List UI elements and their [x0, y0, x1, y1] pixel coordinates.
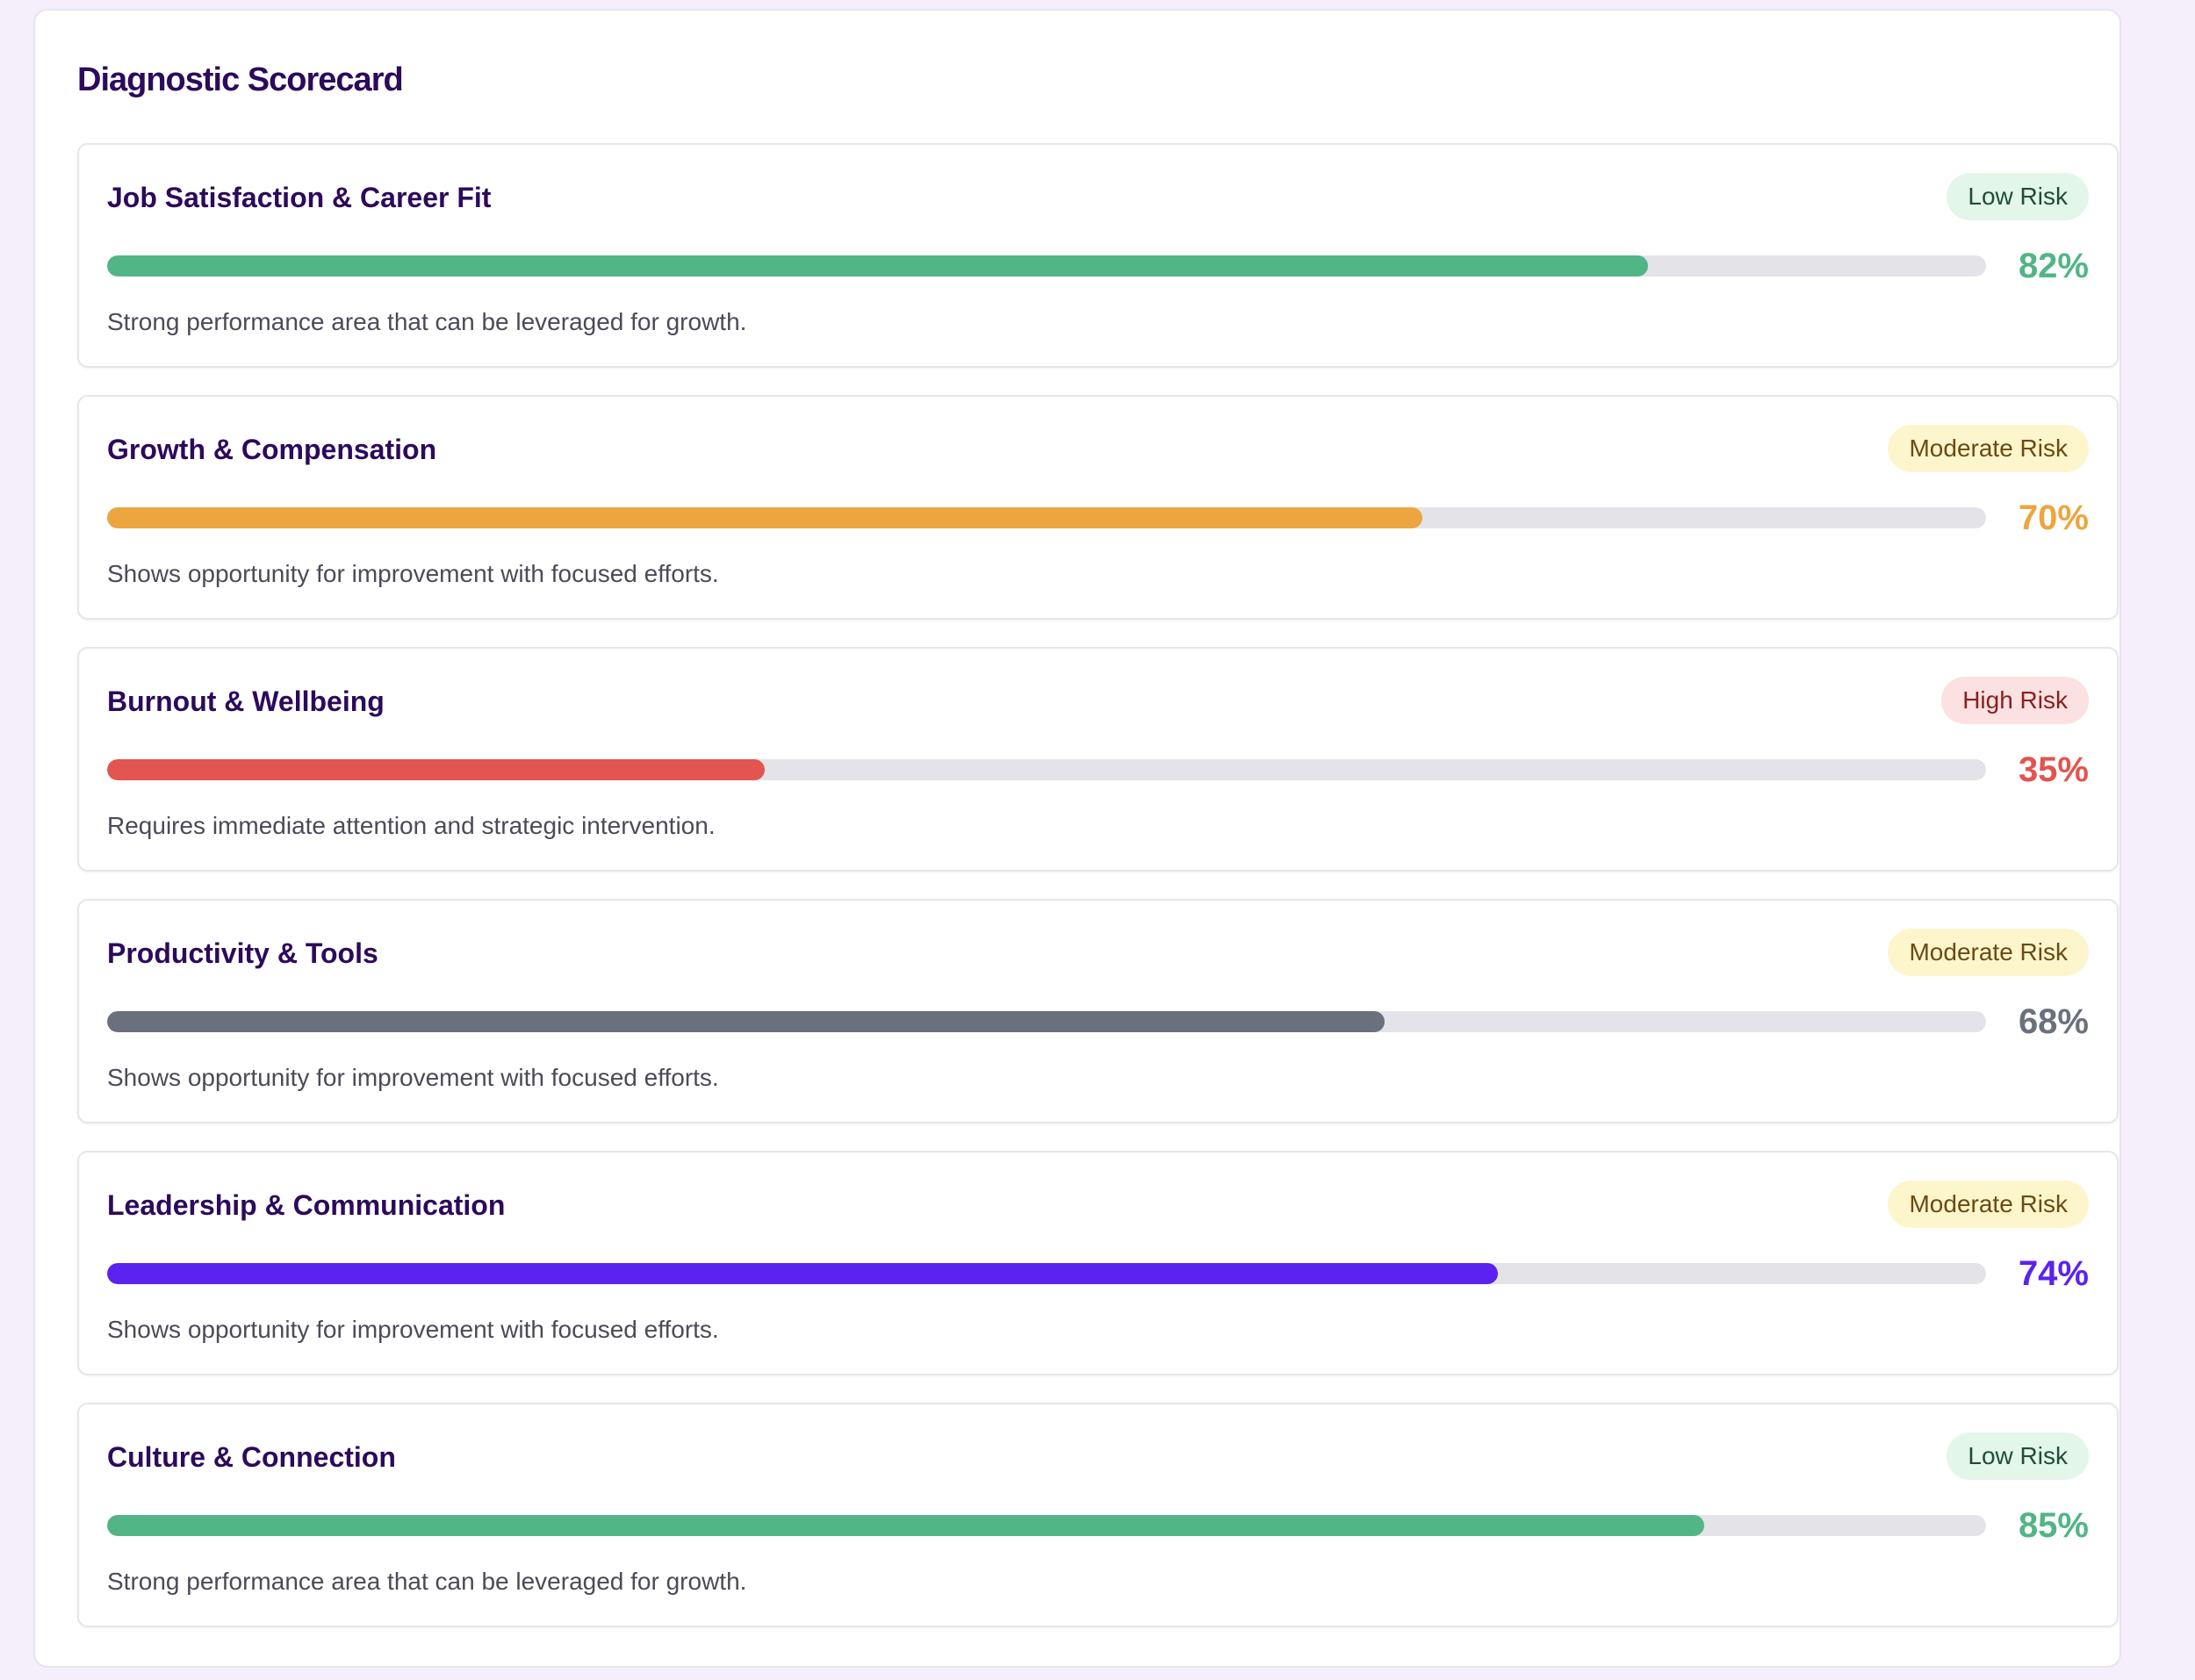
risk-badge: Low Risk [1947, 1432, 2089, 1480]
category-card: Job Satisfaction & Career Fit Low Risk 8… [77, 143, 2119, 368]
score-progress-track [107, 1515, 1986, 1536]
score-percentage: 85% [2018, 1506, 2089, 1545]
score-percentage: 70% [2018, 499, 2089, 537]
category-title: Productivity & Tools [107, 937, 378, 969]
score-progress-track [107, 1263, 1986, 1284]
category-title: Growth & Compensation [107, 434, 437, 465]
score-progress-fill [107, 255, 1648, 276]
category-card: Productivity & Tools Moderate Risk 68% S… [77, 899, 2119, 1124]
category-card: Culture & Connection Low Risk 85% Strong… [77, 1403, 2119, 1627]
category-description: Strong performance area that can be leve… [107, 308, 747, 335]
category-card: Growth & Compensation Moderate Risk 70% … [77, 395, 2119, 620]
category-description: Requires immediate attention and strateg… [107, 812, 716, 839]
category-title: Job Satisfaction & Career Fit [107, 182, 492, 213]
score-progress-fill [107, 1515, 1704, 1536]
score-progress-track [107, 507, 1986, 528]
score-progress-fill [107, 759, 765, 780]
category-description: Shows opportunity for improvement with f… [107, 1064, 719, 1091]
score-percentage: 68% [2018, 1002, 2089, 1041]
score-progress-track [107, 255, 1986, 276]
score-percentage: 35% [2018, 750, 2089, 789]
scorecard-title: Diagnostic Scorecard [77, 61, 404, 98]
category-card: Burnout & Wellbeing High Risk 35% Requir… [77, 647, 2119, 872]
score-progress-track [107, 759, 1986, 780]
category-title: Leadership & Communication [107, 1189, 506, 1221]
score-progress-fill [107, 1011, 1385, 1032]
category-description: Shows opportunity for improvement with f… [107, 1316, 719, 1343]
category-description: Strong performance area that can be leve… [107, 1568, 747, 1595]
category-card: Leadership & Communication Moderate Risk… [77, 1151, 2119, 1375]
category-title: Culture & Connection [107, 1441, 396, 1473]
score-percentage: 82% [2018, 247, 2089, 285]
risk-badge: Moderate Risk [1888, 1181, 2089, 1228]
score-progress-track [107, 1011, 1986, 1032]
risk-badge: Moderate Risk [1888, 929, 2089, 976]
score-progress-fill [107, 507, 1422, 528]
category-title: Burnout & Wellbeing [107, 686, 385, 717]
score-progress-fill [107, 1263, 1498, 1284]
risk-badge: Low Risk [1947, 173, 2089, 220]
risk-badge: Moderate Risk [1888, 425, 2089, 472]
category-list: Job Satisfaction & Career Fit Low Risk 8… [77, 143, 2119, 1655]
risk-badge: High Risk [1941, 677, 2089, 724]
score-percentage: 74% [2018, 1254, 2089, 1293]
category-description: Shows opportunity for improvement with f… [107, 560, 719, 587]
diagnostic-scorecard-panel: Diagnostic Scorecard Job Satisfaction & … [33, 9, 2121, 1668]
